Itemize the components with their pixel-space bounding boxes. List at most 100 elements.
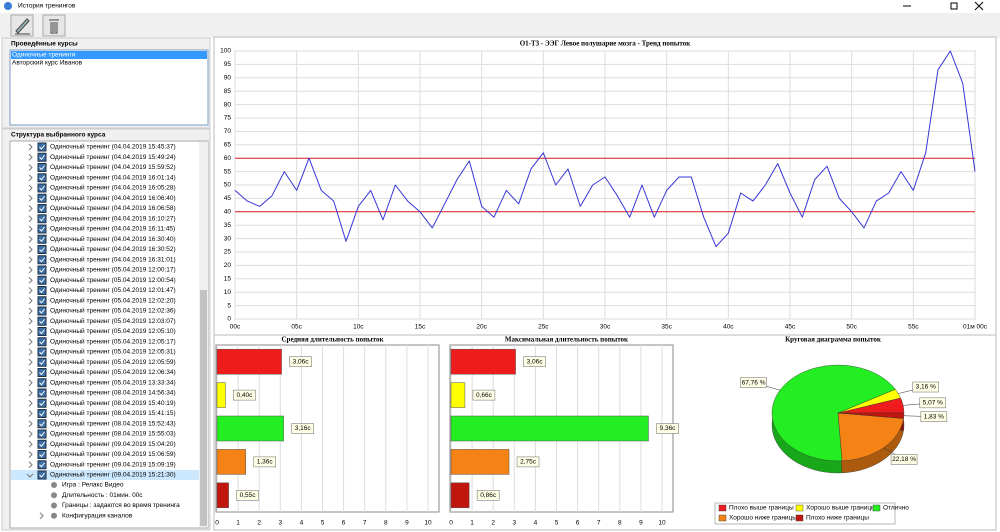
tree-item[interactable]: Одиночный тренинг (04.04.2019 16:05:28) <box>50 184 176 192</box>
checkbox[interactable] <box>37 347 47 357</box>
tree-item[interactable]: Одиночный тренинг (04.04.2019 16:10:27) <box>50 214 176 222</box>
expander[interactable] <box>28 266 33 274</box>
tree-detail[interactable]: Длительность : 01мин. 00с <box>62 492 143 499</box>
tree-item[interactable]: Одиночный тренинг (05.04.2019 12:05:59) <box>50 358 176 366</box>
checkbox[interactable] <box>37 245 47 254</box>
scrollbar-thumb[interactable] <box>200 290 207 526</box>
expander[interactable] <box>28 297 33 305</box>
tree-detail[interactable]: Конфигурация каналов <box>62 512 133 519</box>
checkbox[interactable] <box>37 378 47 388</box>
expander[interactable] <box>28 369 33 376</box>
expander[interactable] <box>28 451 33 458</box>
expander[interactable] <box>28 276 33 284</box>
tree-item[interactable]: Одиночный тренинг (04.04.2019 15:59:52) <box>50 163 176 171</box>
expander[interactable] <box>28 420 33 428</box>
expander[interactable] <box>28 287 33 294</box>
checkbox[interactable] <box>37 183 47 193</box>
delete-button[interactable] <box>42 14 66 37</box>
tree-item[interactable]: Одиночный тренинг (04.04.2019 16:11:45) <box>50 225 175 233</box>
tree-item[interactable]: Одиночный тренинг (08.04.2019 15:52:43) <box>50 419 176 427</box>
tree-item[interactable]: Одиночный тренинг (08.04.2019 14:56:34) <box>50 389 176 397</box>
tree-item[interactable]: Одиночный тренинг (09.04.2019 15:21:30) <box>50 471 176 479</box>
checkbox[interactable] <box>37 173 47 183</box>
tree-item[interactable]: Одиночный тренинг (05.04.2019 12:05:10) <box>50 327 176 335</box>
tree-item[interactable]: Одиночный тренинг (04.04.2019 16:30:52) <box>50 245 176 253</box>
checkbox[interactable] <box>37 193 47 203</box>
tree-item[interactable]: Одиночный тренинг (04.04.2019 16:01:14) <box>50 173 176 181</box>
tree-item[interactable]: Одиночный тренинг (04.04.2019 16:30:40) <box>50 235 176 243</box>
expander[interactable] <box>28 338 33 346</box>
expander[interactable] <box>28 348 33 356</box>
expander[interactable] <box>28 461 33 469</box>
checkbox[interactable] <box>37 388 47 398</box>
expander[interactable] <box>28 399 33 407</box>
restore-button[interactable] <box>950 2 958 10</box>
checkbox[interactable] <box>37 286 47 295</box>
tree-item[interactable]: Одиночный тренинг (04.04.2019 15:49:24) <box>50 153 176 161</box>
expander[interactable] <box>28 194 33 202</box>
tree-detail[interactable]: Границы : задаются во время тренинга <box>62 502 180 509</box>
tree-item[interactable]: Одиночный тренинг (08.04.2019 15:40:19) <box>50 399 176 407</box>
checkbox[interactable] <box>37 460 47 470</box>
expander[interactable] <box>28 225 33 233</box>
tree-item[interactable]: Одиночный тренинг (09.04.2019 15:06:59) <box>50 450 176 458</box>
expander[interactable] <box>26 473 34 478</box>
expander[interactable] <box>28 328 33 335</box>
course-item[interactable]: Авторский курс Иванов <box>12 59 83 67</box>
expander[interactable] <box>28 153 33 161</box>
tree-item[interactable]: Одиночный тренинг (08.04.2019 15:41:15) <box>50 409 176 417</box>
checkbox[interactable] <box>37 337 47 347</box>
checkbox[interactable] <box>37 234 47 244</box>
expander[interactable] <box>28 246 33 253</box>
tree-item[interactable]: Одиночный тренинг (05.04.2019 12:05:31) <box>50 348 176 356</box>
tree-item[interactable]: Одиночный тренинг (05.04.2019 12:01:47) <box>50 286 176 294</box>
expander[interactable] <box>28 379 33 387</box>
checkbox[interactable] <box>37 142 47 152</box>
tree-item[interactable]: Одиночный тренинг (04.04.2019 15:45:37) <box>50 143 176 151</box>
checkbox[interactable] <box>37 296 47 306</box>
tree-item[interactable]: Одиночный тренинг (09.04.2019 15:09:19) <box>50 460 176 468</box>
tree-detail[interactable]: Игра : Релакс Видео <box>62 482 124 489</box>
tree-item[interactable]: Одиночный тренинг (05.04.2019 12:06:34) <box>50 368 176 376</box>
checkbox[interactable] <box>37 224 47 234</box>
expander[interactable] <box>28 164 33 171</box>
tree-item[interactable]: Одиночный тренинг (08.04.2019 15:55:03) <box>50 430 176 438</box>
checkbox[interactable] <box>37 398 47 408</box>
expander[interactable] <box>28 184 33 192</box>
checkbox[interactable] <box>37 255 47 265</box>
checkbox[interactable] <box>37 306 47 316</box>
expander[interactable] <box>39 512 44 520</box>
expander[interactable] <box>28 410 33 417</box>
tree-item[interactable]: Одиночный тренинг (05.04.2019 12:03:07) <box>50 317 176 325</box>
checkbox[interactable] <box>37 316 47 326</box>
tree-item[interactable]: Одиночный тренинг (05.04.2019 12:02:36) <box>50 307 176 315</box>
checkbox[interactable] <box>37 419 47 429</box>
checkbox[interactable] <box>37 470 47 480</box>
expander[interactable] <box>28 389 33 397</box>
tree-item[interactable]: Одиночный тренинг (05.04.2019 12:00:17) <box>50 266 176 274</box>
expander[interactable] <box>28 235 33 243</box>
checkbox[interactable] <box>37 163 47 172</box>
checkbox[interactable] <box>37 327 47 336</box>
expander[interactable] <box>28 174 33 182</box>
tree-item[interactable]: Одиночный тренинг (05.04.2019 12:00:54) <box>50 276 176 284</box>
checkbox[interactable] <box>37 204 47 213</box>
expander[interactable] <box>28 215 33 223</box>
expander[interactable] <box>28 205 33 212</box>
checkbox[interactable] <box>37 409 47 418</box>
checkbox[interactable] <box>37 357 47 367</box>
tree-item[interactable]: Одиночный тренинг (05.04.2019 13:33:34) <box>50 378 176 386</box>
tree-item[interactable]: Одиночный тренинг (04.04.2019 16:06:58) <box>50 204 176 212</box>
expander[interactable] <box>28 256 33 264</box>
checkbox[interactable] <box>37 275 47 285</box>
expander[interactable] <box>28 317 33 325</box>
checkbox[interactable] <box>37 152 47 162</box>
expander[interactable] <box>28 143 33 151</box>
expander[interactable] <box>28 430 33 438</box>
checkbox[interactable] <box>37 450 47 459</box>
checkbox[interactable] <box>37 439 47 449</box>
tree-item[interactable]: Одиночный тренинг (04.04.2019 16:06:40) <box>50 194 176 202</box>
expander[interactable] <box>28 307 33 315</box>
close-button[interactable] <box>974 1 984 11</box>
expander[interactable] <box>28 358 33 366</box>
